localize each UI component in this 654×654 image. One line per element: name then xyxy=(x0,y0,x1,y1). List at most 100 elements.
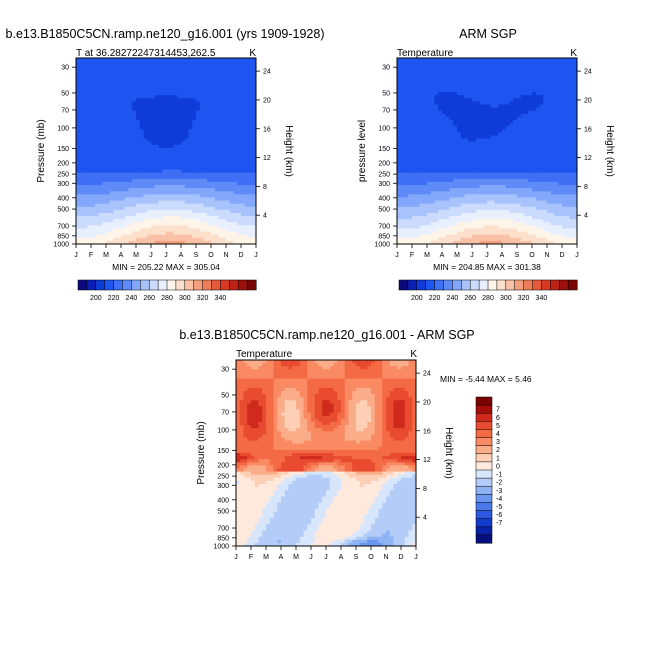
contour-cell xyxy=(128,182,133,186)
contour-cell xyxy=(438,144,443,149)
contour-cell xyxy=(483,61,488,65)
contour-cell xyxy=(162,163,167,168)
contour-cell xyxy=(233,147,238,152)
contour-cell xyxy=(244,213,250,217)
contour-cell xyxy=(121,73,126,78)
contour-cell xyxy=(188,58,193,62)
contour-cell xyxy=(558,147,563,152)
contour-cell xyxy=(535,141,541,146)
contour-cell xyxy=(408,144,413,149)
contour-cell xyxy=(513,172,518,177)
contour-cell xyxy=(188,178,193,183)
contour-cell xyxy=(136,191,141,195)
contour-cell xyxy=(505,138,511,143)
contour-cell xyxy=(139,85,145,90)
contour-cell xyxy=(199,182,205,186)
contour-cell xyxy=(415,89,421,93)
contour-cell xyxy=(222,58,227,62)
contour-cell xyxy=(434,166,439,171)
contour-cell xyxy=(252,160,256,164)
contour-cell xyxy=(524,185,529,189)
contour-cell xyxy=(241,169,246,174)
contour-cell xyxy=(196,213,201,217)
contour-cell xyxy=(490,89,496,93)
contour-cell xyxy=(214,141,220,146)
contour-cell xyxy=(252,225,256,230)
contour-cell xyxy=(415,163,421,168)
contour-cell xyxy=(483,82,488,87)
contour-cell xyxy=(136,138,141,143)
contour-cell xyxy=(207,58,212,62)
contour-cell xyxy=(158,166,163,171)
contour-cell xyxy=(237,61,242,65)
contour-cell xyxy=(222,169,227,174)
contour-cell xyxy=(237,237,242,242)
contour-cell xyxy=(502,82,507,87)
contour-cell xyxy=(166,197,171,202)
contour-cell xyxy=(94,73,100,78)
contour-cell xyxy=(109,197,115,202)
contour-cell xyxy=(132,213,137,217)
contour-cell xyxy=(460,172,466,177)
contour-cell xyxy=(166,95,171,99)
contour-cell xyxy=(453,175,458,180)
contour-cell xyxy=(169,219,175,223)
contour-cell xyxy=(543,141,548,146)
contour-cell xyxy=(550,113,556,118)
contour-cell xyxy=(237,160,242,164)
contour-cell xyxy=(483,169,488,174)
contour-cell xyxy=(192,123,197,127)
contour-cell xyxy=(94,129,100,133)
contour-cell xyxy=(547,107,552,112)
contour-cell xyxy=(94,169,100,174)
contour-cell xyxy=(173,98,178,102)
contour-cell xyxy=(117,188,122,192)
contour-cell xyxy=(158,203,163,208)
contour-cell xyxy=(400,135,406,140)
contour-cell xyxy=(490,67,496,71)
contour-cell xyxy=(109,89,115,93)
contour-cell xyxy=(457,160,462,164)
contour-cell xyxy=(532,107,537,112)
contour-cell xyxy=(532,82,537,87)
colorbar-label: 280 xyxy=(161,295,173,302)
contour-cell xyxy=(162,85,167,90)
contour-cell xyxy=(449,98,454,102)
contour-cell xyxy=(517,138,522,143)
contour-cell xyxy=(188,163,193,168)
contour-cell xyxy=(196,203,201,208)
contour-cell xyxy=(169,67,175,71)
contour-cell xyxy=(207,191,212,195)
contour-cell xyxy=(412,104,417,109)
contour-cell xyxy=(83,95,88,99)
contour-cell xyxy=(509,129,514,133)
contour-cell xyxy=(464,154,469,158)
contour-cell xyxy=(124,160,130,164)
contour-cell xyxy=(547,85,552,90)
contour-cell xyxy=(143,132,148,137)
contour-cell xyxy=(430,157,436,161)
contour-cell xyxy=(203,132,208,137)
contour-cell xyxy=(252,95,256,99)
contour-cell xyxy=(91,64,96,68)
contour-cell xyxy=(427,76,432,81)
contour-cell xyxy=(445,76,451,81)
contour-cell xyxy=(442,110,447,115)
contour-cell xyxy=(248,92,253,96)
contour-cell xyxy=(229,129,235,133)
contour-cell xyxy=(509,166,514,171)
contour-cell xyxy=(113,222,118,226)
contour-cell xyxy=(154,166,160,171)
contour-cell xyxy=(569,61,574,65)
contour-cell xyxy=(124,228,130,233)
contour-cell xyxy=(132,61,137,65)
contour-cell xyxy=(543,129,548,133)
contour-cell xyxy=(207,85,212,90)
contour-cell xyxy=(524,76,529,81)
contour-cell xyxy=(565,144,571,149)
contour-cell xyxy=(543,107,548,112)
contour-cell xyxy=(430,185,436,189)
contour-cell xyxy=(412,120,417,124)
contour-cell xyxy=(430,151,436,155)
contour-cell xyxy=(445,141,451,146)
